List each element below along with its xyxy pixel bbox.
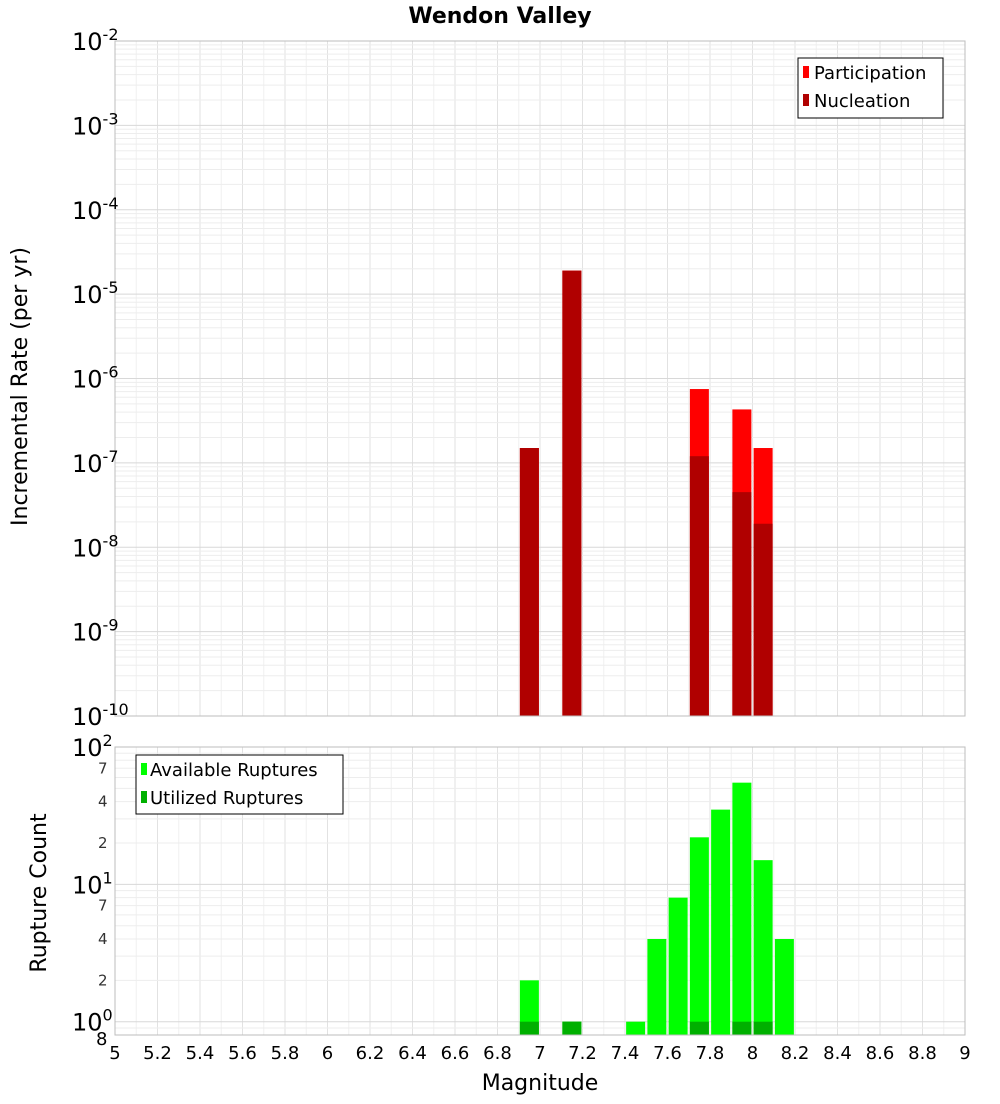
available-bar — [626, 1021, 646, 1035]
available-bar — [689, 837, 709, 1035]
legend-box — [797, 57, 944, 119]
y-tick-label: 10-5 — [72, 278, 119, 309]
y-tick-label: 10-6 — [72, 363, 119, 394]
y-axis-label: Incremental Rate (per yr) — [8, 247, 33, 526]
legend-label: Participation — [814, 63, 926, 84]
y-tick-label: 10-9 — [72, 616, 119, 647]
legend-swatch — [803, 66, 809, 78]
available-bar — [647, 939, 667, 1035]
legend-label: Available Ruptures — [150, 760, 318, 781]
x-axis-label: Magnitude — [482, 1071, 599, 1096]
count-plot-border — [114, 746, 966, 1036]
x-tick-label: 6.4 — [398, 1043, 427, 1064]
y-tick-label: 100 — [72, 1006, 113, 1037]
x-tick-label: 8.6 — [866, 1043, 895, 1064]
x-tick-label: 6 — [322, 1043, 333, 1064]
nucleation-bar — [562, 270, 582, 716]
utilized-bar — [519, 1021, 539, 1035]
x-tick-label: 5.8 — [271, 1043, 300, 1064]
y-tick-label: 10-2 — [72, 25, 119, 56]
y-tick-label: 10-3 — [72, 109, 119, 140]
utilized-bar — [689, 1021, 709, 1035]
y-tick-label: 4 — [98, 793, 108, 811]
x-tick-label: 7.4 — [611, 1043, 640, 1064]
x-tick-label: 8 — [747, 1043, 758, 1064]
utilized-bar — [732, 1021, 752, 1035]
x-tick-label: 5.4 — [186, 1043, 215, 1064]
rate-plot-border — [114, 40, 966, 717]
x-tick-label: 7 — [534, 1043, 545, 1064]
legend-swatch — [141, 791, 147, 803]
x-tick-label: 5.2 — [143, 1043, 172, 1064]
nucleation-bar — [732, 492, 752, 716]
x-tick-label: 7.8 — [696, 1043, 725, 1064]
x-tick-label: 5 — [109, 1043, 120, 1064]
y-tick-label: 7 — [98, 897, 108, 915]
y-tick-label: 4 — [98, 930, 108, 948]
legend-rate: Participation Nucleation — [797, 57, 944, 119]
y-axis-label: Rupture Count — [27, 813, 52, 973]
available-bar — [753, 860, 773, 1035]
y-tick-label: 102 — [72, 731, 113, 762]
available-bar — [711, 809, 731, 1035]
y-tick-label: 2 — [98, 834, 108, 852]
x-tick-label: 7.6 — [653, 1043, 682, 1064]
x-tick-label: 8.2 — [781, 1043, 810, 1064]
utilized-bar — [753, 1021, 773, 1035]
nucleation-bar — [689, 456, 709, 716]
chart-title: Wendon Valley — [408, 4, 591, 29]
nucleation-bar — [519, 448, 539, 716]
nucleation-bar — [753, 523, 773, 716]
y-tick-label: 2 — [98, 971, 108, 989]
y-tick-label: 10-7 — [72, 447, 119, 478]
x-tick-label: 8.4 — [823, 1043, 852, 1064]
x-tick-label: 8.8 — [908, 1043, 937, 1064]
legend-label: Nucleation — [814, 91, 910, 112]
y-tick-label: 101 — [72, 868, 113, 899]
x-tick-label: 9 — [959, 1043, 970, 1064]
x-tick-label: 6.8 — [483, 1043, 512, 1064]
utilized-bar — [562, 1021, 582, 1035]
y-tick-label: 10-4 — [72, 194, 119, 225]
legend-swatch — [141, 763, 147, 775]
x-tick-label: 7.2 — [568, 1043, 597, 1064]
y-tick-label: 7 — [98, 759, 108, 777]
x-tick-label: 5.6 — [228, 1043, 257, 1064]
available-bar — [519, 980, 539, 1035]
x-tick-label: 6.2 — [356, 1043, 385, 1064]
legend-swatch — [803, 94, 809, 106]
y-tick-label: 10-10 — [72, 700, 129, 731]
y-tick-label: 10-8 — [72, 531, 119, 562]
legend-label: Utilized Ruptures — [150, 788, 303, 809]
available-bar — [668, 897, 688, 1035]
y-tick-label: 8 — [96, 1029, 107, 1050]
x-tick-label: 6.6 — [441, 1043, 470, 1064]
legend-box — [135, 754, 344, 815]
available-bar — [774, 939, 794, 1035]
legend-count: Available Ruptures Utilized Ruptures — [135, 754, 344, 815]
available-bar — [732, 782, 752, 1035]
